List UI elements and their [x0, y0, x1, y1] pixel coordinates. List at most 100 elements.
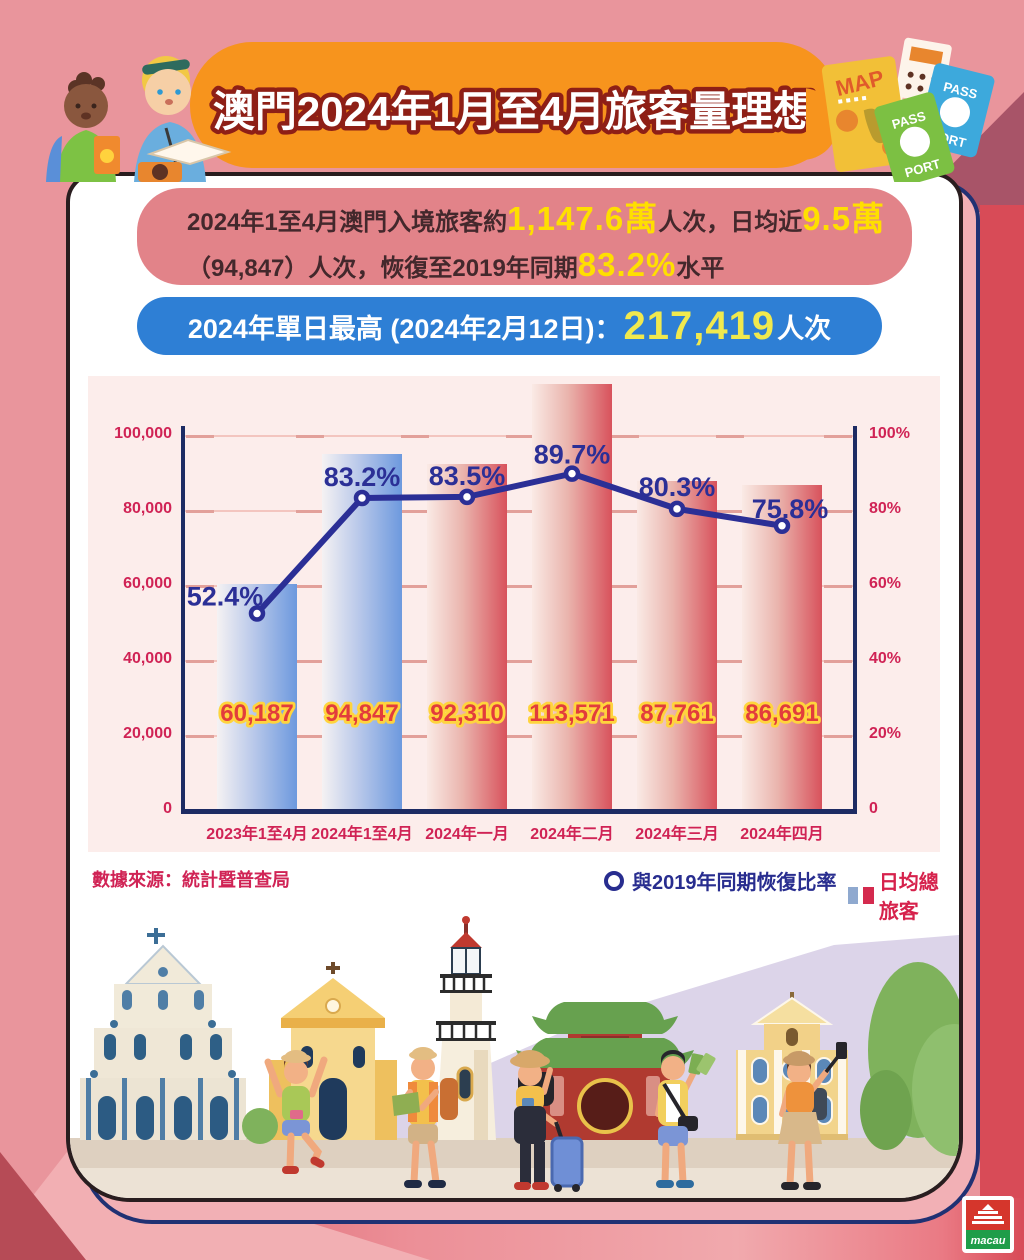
gridline-tick — [610, 509, 639, 513]
bg-red-band — [980, 205, 1024, 1260]
x-axis-label: 2024年二月 — [530, 826, 614, 843]
gridline-tick — [715, 434, 744, 438]
bar — [427, 463, 507, 810]
peak-day-number: 217,419 — [623, 303, 776, 348]
percent-point-label: 80.3% — [639, 472, 716, 502]
right-axis-tick: 60% — [869, 575, 902, 592]
gridline-tick — [824, 434, 852, 438]
gridline-tick — [295, 584, 324, 588]
right-axis-tick: 80% — [869, 500, 902, 517]
gridline-tick — [295, 509, 324, 513]
gridline-tick — [610, 434, 639, 438]
left-axis-tick: 100,000 — [114, 425, 172, 442]
tourist-left — [46, 72, 120, 182]
gridline-tick — [295, 734, 324, 738]
legend-bar-series: 日均總旅客 — [848, 866, 940, 924]
left-axis-tick: 0 — [163, 800, 172, 817]
gridline-tick — [295, 659, 324, 663]
right-axis-tick: 0 — [869, 800, 878, 817]
data-source: 數據來源：統計暨普查局 — [92, 870, 290, 890]
line-marker-icon — [604, 870, 624, 891]
percent-point-label: 52.4% — [187, 582, 264, 612]
tourist-woman-suitcase — [510, 1050, 584, 1192]
bar — [637, 480, 717, 810]
gridline-tick — [715, 584, 744, 588]
highlight-number: 83.2% — [577, 246, 677, 283]
gridline-tick — [505, 734, 534, 738]
bar — [322, 454, 402, 810]
gridline-tick — [505, 584, 534, 588]
line-marker — [353, 489, 371, 507]
tourist-right — [134, 56, 232, 182]
recovery-rate-line — [254, 470, 783, 616]
line-marker — [248, 605, 266, 622]
gridline-tick — [715, 509, 744, 513]
trees — [242, 962, 959, 1156]
gridline-tick — [824, 584, 852, 588]
line-marker — [668, 500, 686, 518]
gridline-tick — [400, 734, 429, 738]
tourists-illustration — [46, 56, 232, 182]
right-axis-tick: 20% — [869, 725, 902, 742]
percent-point-label: 83.2% — [324, 462, 401, 492]
baseline — [181, 809, 857, 814]
title-banner: 澳門2024年1月至4月旅客量理想 — [190, 42, 838, 168]
bar — [742, 484, 822, 810]
gridline-tick — [400, 659, 429, 663]
title-banner-svg: 澳門2024年1月至4月旅客量理想 — [208, 84, 819, 140]
bar — [532, 384, 612, 810]
left-axis-tick: 40,000 — [123, 650, 172, 667]
gridline-tick — [824, 734, 852, 738]
percent-point-label: 83.5% — [429, 461, 506, 491]
highlight-number: 9.5萬 — [802, 200, 886, 237]
gridline-tick — [715, 659, 744, 663]
right-axis-line — [853, 426, 857, 814]
chart-panel: 100,000 80,000 60,000 40,000 20,000 0 100% 80% 6… — [88, 376, 940, 852]
gridline-tick — [824, 659, 852, 663]
tourist-backpacker-man — [392, 1047, 458, 1188]
gridline-tick — [610, 659, 639, 663]
left-axis-tick: 80,000 — [123, 500, 172, 517]
x-axis-label: 2024年一月 — [425, 826, 509, 843]
gridline-tick — [505, 659, 534, 663]
percent-point-label: 75.8% — [752, 494, 829, 524]
tourist-man-tickets — [655, 1050, 716, 1188]
gridline-tick — [505, 509, 534, 513]
left-axis-tick: 20,000 — [123, 725, 172, 742]
gridline-tick — [505, 434, 534, 438]
gridline-tick — [610, 584, 639, 588]
ruins-glyph — [972, 1204, 1004, 1224]
line-marker — [773, 517, 791, 534]
gridline-tick — [400, 584, 429, 588]
macau-tourism-logo: macau — [962, 1196, 1014, 1253]
tourist-selfie-woman — [778, 1042, 847, 1190]
tourist-jumping-woman — [264, 1050, 328, 1174]
st-pauls-ruins — [80, 928, 246, 1140]
gridline-tick — [186, 734, 214, 738]
bar — [217, 584, 297, 810]
gridline-tick — [295, 434, 324, 438]
macau-scene — [70, 916, 959, 1198]
x-axis-label: 2024年1至4月 — [311, 826, 413, 843]
gridline-tick — [186, 584, 214, 588]
bar-value-label: 92,310 — [430, 700, 503, 727]
left-axis-tick: 60,000 — [123, 575, 172, 592]
peak-day-pill: 2024年單日最高 (2024年2月12日)： 217,419 人次 — [137, 297, 882, 355]
bar-value-label: 87,761 — [640, 700, 713, 727]
gridline-tick — [186, 509, 214, 513]
gridline-tick — [824, 509, 852, 513]
summary-pill: 2024年1至4月澳門入境旅客約1,147.6萬人次，日均近9.5萬 （94,8… — [137, 188, 912, 285]
gridline-tick — [186, 659, 214, 663]
bar-value-label: 94,847 — [325, 700, 398, 727]
infographic-card: 2024年1至4月澳門入境旅客約1,147.6萬人次，日均近9.5萬 （94,8… — [66, 172, 963, 1202]
gridline-tick — [400, 434, 429, 438]
bar-value-label: 113,571 — [529, 700, 614, 727]
summary-line-2: （94,847）人次，恢復至2019年同期83.2%水平 — [187, 246, 725, 283]
bar-value-label: 86,691 — [745, 700, 818, 727]
gridline-tick — [400, 509, 429, 513]
x-axis-label: 2024年三月 — [635, 826, 719, 843]
percent-point-label: 89.7% — [534, 440, 611, 470]
right-axis-tick: 100% — [869, 425, 910, 442]
blue-bar-swatch-icon — [848, 886, 859, 904]
red-bar-swatch-icon — [863, 886, 874, 904]
